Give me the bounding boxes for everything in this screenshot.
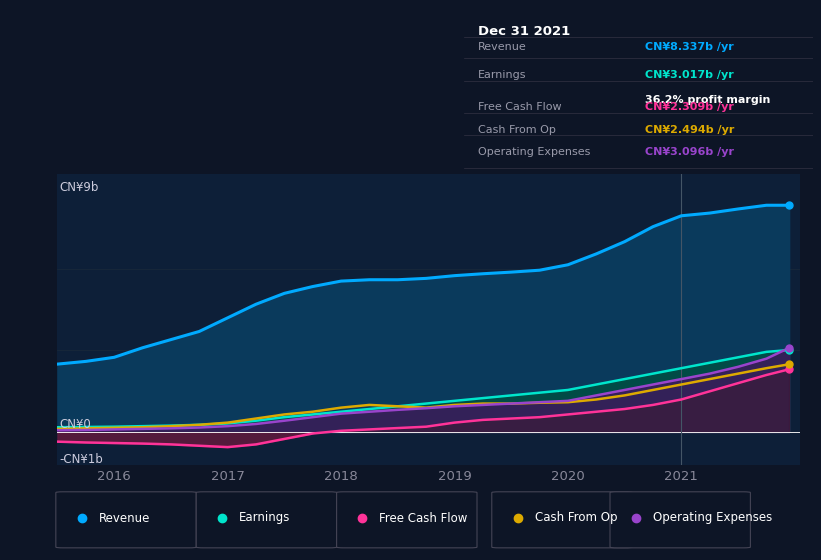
FancyBboxPatch shape [492, 492, 632, 548]
Text: Free Cash Flow: Free Cash Flow [478, 102, 562, 112]
Text: Cash From Op: Cash From Op [478, 125, 556, 136]
Text: Revenue: Revenue [99, 511, 150, 525]
Text: CN¥9b: CN¥9b [60, 181, 99, 194]
Text: CN¥8.337b /yr: CN¥8.337b /yr [645, 42, 734, 52]
FancyBboxPatch shape [196, 492, 337, 548]
Text: CN¥2.309b /yr: CN¥2.309b /yr [645, 102, 734, 112]
Text: Free Cash Flow: Free Cash Flow [379, 511, 468, 525]
Text: Operating Expenses: Operating Expenses [653, 511, 772, 525]
FancyBboxPatch shape [610, 492, 750, 548]
Text: CN¥0: CN¥0 [60, 418, 91, 431]
Text: -CN¥1b: -CN¥1b [60, 453, 103, 466]
Text: Cash From Op: Cash From Op [534, 511, 617, 525]
Text: Dec 31 2021: Dec 31 2021 [478, 25, 570, 38]
Text: Earnings: Earnings [478, 71, 526, 81]
Text: Operating Expenses: Operating Expenses [478, 147, 590, 157]
FancyBboxPatch shape [56, 492, 196, 548]
Text: Earnings: Earnings [239, 511, 291, 525]
Text: 36.2% profit margin: 36.2% profit margin [645, 95, 771, 105]
Text: Revenue: Revenue [478, 42, 526, 52]
Text: CN¥2.494b /yr: CN¥2.494b /yr [645, 125, 735, 136]
Text: CN¥3.096b /yr: CN¥3.096b /yr [645, 147, 734, 157]
Text: CN¥3.017b /yr: CN¥3.017b /yr [645, 71, 734, 81]
FancyBboxPatch shape [337, 492, 477, 548]
